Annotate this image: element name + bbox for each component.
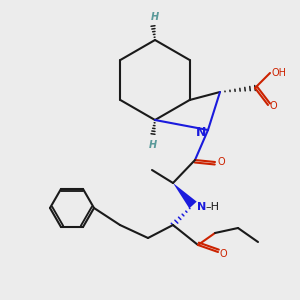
Text: O: O	[270, 101, 278, 111]
Text: O: O	[217, 157, 225, 167]
Polygon shape	[173, 183, 197, 208]
Text: N: N	[197, 202, 206, 212]
Text: H: H	[151, 12, 159, 22]
Text: N: N	[196, 127, 206, 140]
Text: H: H	[149, 140, 157, 150]
Text: O: O	[220, 249, 228, 259]
Text: OH: OH	[272, 68, 287, 78]
Text: –H: –H	[205, 202, 219, 212]
